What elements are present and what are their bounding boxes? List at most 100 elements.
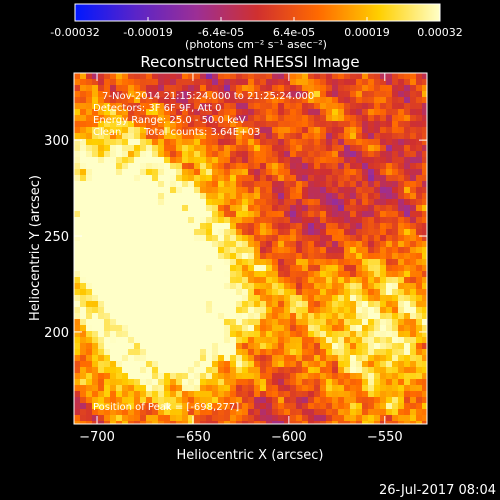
heatmap-cell xyxy=(110,313,116,319)
heatmap-cell xyxy=(410,193,416,199)
heatmap-cell xyxy=(248,211,254,217)
colorbar-tick-label: -6.4e-05 xyxy=(198,26,244,39)
heatmap-cell xyxy=(410,163,416,169)
heatmap-cell xyxy=(158,91,164,97)
heatmap-cell xyxy=(398,115,404,121)
heatmap-cell xyxy=(356,319,362,325)
detectors-label: Detectors: 3F 6F 9F, Att 0 xyxy=(93,103,221,114)
heatmap-cell xyxy=(140,391,146,397)
heatmap-cell xyxy=(398,343,404,349)
heatmap-cell xyxy=(416,85,422,91)
heatmap-cell xyxy=(236,283,242,289)
heatmap-cell xyxy=(224,283,230,289)
heatmap-cell xyxy=(182,205,188,211)
heatmap-cell xyxy=(338,283,344,289)
heatmap-cell xyxy=(74,199,80,205)
heatmap-cell xyxy=(80,421,86,424)
heatmap-cell xyxy=(248,289,254,295)
heatmap-cell xyxy=(152,277,158,283)
heatmap-cell xyxy=(110,145,116,151)
heatmap-cell xyxy=(104,331,110,337)
heatmap-cell xyxy=(278,349,284,355)
heatmap-cell xyxy=(296,367,302,373)
heatmap-cell xyxy=(98,277,104,283)
heatmap-cell xyxy=(260,205,266,211)
heatmap-cell xyxy=(314,223,320,229)
heatmap-cell xyxy=(188,193,194,199)
heatmap-cell xyxy=(86,235,92,241)
heatmap-cell xyxy=(170,409,176,415)
heatmap-cell xyxy=(224,91,230,97)
heatmap-cell xyxy=(338,367,344,373)
heatmap-cell xyxy=(308,115,314,121)
heatmap-cell xyxy=(410,103,416,109)
heatmap-cell xyxy=(74,85,80,91)
heatmap-cell xyxy=(278,241,284,247)
heatmap-cell xyxy=(242,211,248,217)
heatmap-cell xyxy=(266,211,272,217)
heatmap-cell xyxy=(380,301,386,307)
heatmap-cell xyxy=(398,157,404,163)
heatmap-cell xyxy=(296,277,302,283)
heatmap-cell xyxy=(116,247,122,253)
heatmap-cell xyxy=(122,289,128,295)
heatmap-cell xyxy=(422,157,427,163)
heatmap-cell xyxy=(80,367,86,373)
heatmap-cell xyxy=(380,169,386,175)
heatmap-cell xyxy=(110,175,116,181)
heatmap-cell xyxy=(200,391,206,397)
heatmap-cell xyxy=(242,361,248,367)
heatmap-cell xyxy=(380,115,386,121)
heatmap-cell xyxy=(422,343,427,349)
heatmap-cell xyxy=(392,169,398,175)
heatmap-cell xyxy=(266,169,272,175)
heatmap-cell xyxy=(362,121,368,127)
heatmap-cell xyxy=(380,355,386,361)
heatmap-cell xyxy=(104,85,110,91)
heatmap-cell xyxy=(422,325,427,331)
heatmap-cell xyxy=(266,85,272,91)
heatmap-cell xyxy=(194,145,200,151)
heatmap-cell xyxy=(362,349,368,355)
heatmap-cell xyxy=(266,199,272,205)
heatmap-cell xyxy=(236,109,242,115)
heatmap-cell xyxy=(176,319,182,325)
heatmap-cell xyxy=(380,325,386,331)
heatmap-cell xyxy=(98,157,104,163)
heatmap-cell xyxy=(356,79,362,85)
heatmap-cell xyxy=(110,193,116,199)
heatmap-cell xyxy=(140,289,146,295)
heatmap-cell xyxy=(404,259,410,265)
heatmap-cell xyxy=(212,277,218,283)
heatmap-cell xyxy=(332,259,338,265)
heatmap-cell xyxy=(182,253,188,259)
heatmap-cell xyxy=(344,289,350,295)
heatmap-cell xyxy=(170,259,176,265)
heatmap-cell xyxy=(326,229,332,235)
heatmap-cell xyxy=(404,265,410,271)
heatmap-cell xyxy=(134,379,140,385)
heatmap-cell xyxy=(92,373,98,379)
heatmap-cell xyxy=(248,127,254,133)
heatmap-cell xyxy=(80,211,86,217)
heatmap-cell xyxy=(356,277,362,283)
heatmap-cell xyxy=(272,169,278,175)
heatmap-cell xyxy=(290,283,296,289)
heatmap-cell xyxy=(260,259,266,265)
heatmap-cell xyxy=(290,79,296,85)
heatmap-cell xyxy=(410,301,416,307)
heatmap-cell xyxy=(146,385,152,391)
heatmap-cell xyxy=(236,385,242,391)
heatmap-cell xyxy=(248,361,254,367)
heatmap-cell xyxy=(308,301,314,307)
heatmap-cell xyxy=(182,115,188,121)
heatmap-cell xyxy=(170,265,176,271)
heatmap-cell xyxy=(332,319,338,325)
heatmap-cell xyxy=(368,289,374,295)
heatmap-cell xyxy=(320,79,326,85)
heatmap-cell xyxy=(350,199,356,205)
heatmap-cell xyxy=(272,283,278,289)
heatmap-cell xyxy=(164,181,170,187)
heatmap-cell xyxy=(134,163,140,169)
heatmap-cell xyxy=(332,313,338,319)
